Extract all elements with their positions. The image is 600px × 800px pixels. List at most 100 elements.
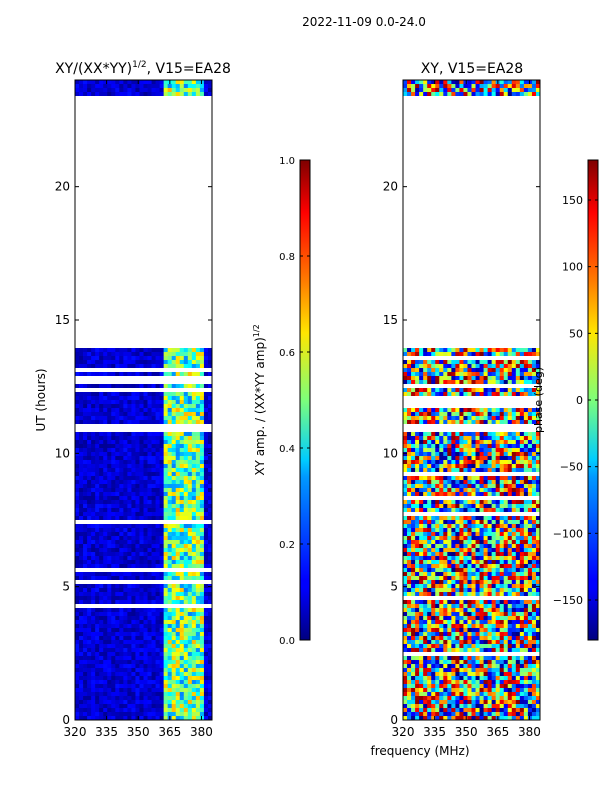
heatmap-cell	[483, 552, 489, 556]
heatmap-cell	[111, 92, 116, 96]
heatmap-cell	[127, 512, 132, 516]
heatmap-cell	[447, 588, 452, 592]
heatmap-cell	[99, 372, 104, 376]
heatmap-cell	[499, 480, 505, 484]
heatmap-cell	[159, 560, 165, 564]
heatmap-cell	[119, 444, 124, 448]
heatmap-cell	[419, 92, 424, 96]
heatmap-cell	[175, 508, 181, 512]
heatmap-cell	[459, 484, 464, 488]
heatmap-cell	[491, 440, 497, 444]
heatmap-cell	[183, 676, 189, 680]
heatmap-cell	[411, 448, 416, 452]
heatmap-cell	[143, 360, 148, 364]
heatmap-cell	[451, 604, 456, 608]
heatmap-cell	[127, 600, 132, 604]
heatmap-cell	[447, 556, 452, 560]
heatmap-cell	[139, 92, 144, 96]
heatmap-cell	[111, 716, 116, 720]
heatmap-cell	[179, 452, 185, 456]
heatmap-cell	[79, 432, 84, 436]
heatmap-cell	[103, 516, 108, 520]
heatmap-cell	[187, 600, 193, 604]
heatmap-cell	[103, 356, 108, 360]
heatmap-cell	[167, 688, 173, 692]
heatmap-cell	[95, 660, 100, 664]
heatmap-cell	[171, 716, 177, 720]
heatmap-cell	[515, 80, 521, 84]
heatmap-cell	[99, 436, 104, 440]
heatmap-cell	[407, 508, 412, 512]
heatmap-cell	[407, 576, 412, 580]
heatmap-cell	[179, 596, 185, 600]
heatmap-cell	[151, 464, 156, 468]
heatmap-cell	[111, 384, 116, 388]
heatmap-cell	[475, 560, 480, 564]
heatmap-cell	[187, 608, 193, 612]
heatmap-cell	[207, 528, 213, 532]
heatmap-cell	[495, 560, 501, 564]
heatmap-cell	[515, 420, 521, 424]
heatmap-cell	[495, 588, 501, 592]
heatmap-cell	[187, 536, 193, 540]
heatmap-cell	[203, 624, 209, 628]
heatmap-cell	[199, 356, 205, 360]
heatmap-cell	[175, 480, 181, 484]
heatmap-cell	[487, 388, 493, 392]
heatmap-cell	[455, 592, 460, 596]
heatmap-cell	[487, 568, 493, 572]
heatmap-cell	[531, 524, 537, 528]
heatmap-cell	[183, 688, 189, 692]
heatmap-cell	[531, 368, 537, 372]
heatmap-cell	[135, 484, 140, 488]
heatmap-cell	[499, 440, 505, 444]
heatmap-cell	[75, 536, 80, 540]
heatmap-cell	[87, 660, 92, 664]
heatmap-cell	[511, 588, 517, 592]
heatmap-cell	[111, 684, 116, 688]
heatmap-cell	[183, 700, 189, 704]
heatmap-cell	[407, 380, 412, 384]
heatmap-cell	[79, 384, 84, 388]
heatmap-cell	[163, 552, 169, 556]
heatmap-cell	[507, 488, 513, 492]
heatmap-cell	[83, 652, 88, 656]
heatmap-cell	[159, 452, 165, 456]
heatmap-cell	[411, 508, 416, 512]
heatmap-cell	[415, 468, 420, 472]
heatmap-cell	[199, 628, 205, 632]
heatmap-cell	[147, 544, 152, 548]
heatmap-cell	[443, 572, 448, 576]
heatmap-cell	[207, 672, 213, 676]
heatmap-cell	[107, 652, 112, 656]
heatmap-cell	[127, 684, 132, 688]
heatmap-cell	[459, 480, 464, 484]
heatmap-cell	[207, 544, 213, 548]
heatmap-cell	[123, 676, 128, 680]
heatmap-cell	[79, 532, 84, 536]
heatmap-cell	[99, 516, 104, 520]
heatmap-cell	[103, 512, 108, 516]
heatmap-cell	[179, 572, 185, 576]
heatmap-cell	[179, 696, 185, 700]
heatmap-cell	[91, 688, 96, 692]
heatmap-cell	[203, 472, 209, 476]
heatmap-cell	[507, 588, 513, 592]
heatmap-cell	[431, 560, 436, 564]
heatmap-cell	[179, 592, 185, 596]
heatmap-cell	[455, 508, 460, 512]
heatmap-cell	[523, 532, 529, 536]
heatmap-cell	[199, 440, 205, 444]
heatmap-cell	[115, 420, 120, 424]
heatmap-cell	[159, 540, 165, 544]
heatmap-cell	[431, 92, 436, 96]
heatmap-cell	[87, 452, 92, 456]
heatmap-cell	[459, 448, 464, 452]
heatmap-cell	[519, 480, 525, 484]
heatmap-cell	[127, 500, 132, 504]
heatmap-cell	[447, 380, 452, 384]
heatmap-cell	[75, 708, 80, 712]
heatmap-cell	[183, 620, 189, 624]
heatmap-cell	[191, 532, 197, 536]
